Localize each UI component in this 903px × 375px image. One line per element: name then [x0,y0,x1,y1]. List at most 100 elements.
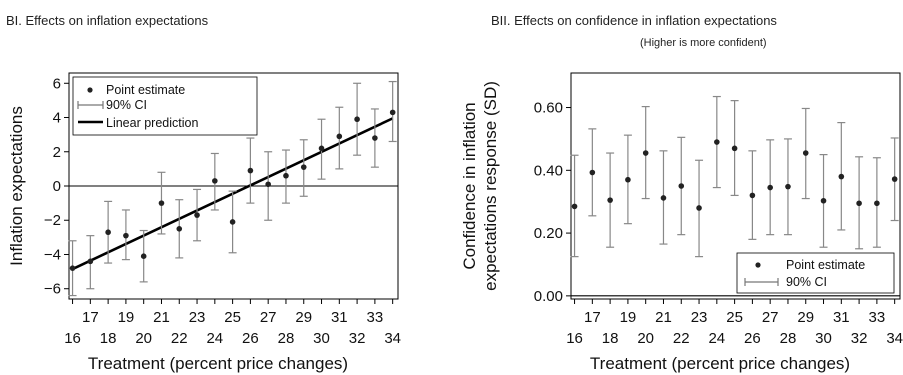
panel-b-xtick-label-top: 27 [762,309,779,326]
panel-b-xtick-label-top: 31 [833,309,850,326]
panel-confidence: BII. Effects on confidence in inflation … [460,13,903,373]
panel-b-point-estimate [838,173,845,180]
panel-a-point-estimate [265,181,271,188]
panel-a-ytick-label: 2 [53,144,61,161]
panel-b-point-estimate [856,200,862,207]
panel-a-legend-box [72,76,258,136]
legend-b-point-estimate-label: Point estimate [786,258,865,272]
panel-b-legend: Point estimate 90% CI [736,252,895,294]
panel-b-xtick-label-bottom: 30 [815,330,832,347]
panel-a-xtick-label-bottom: 18 [100,330,117,347]
panel-a-point-estimate [300,164,307,170]
panel-b-xtick-label-top: 25 [726,309,743,326]
panel-b-point-estimate [767,184,773,191]
panel-a-xtick-label-bottom: 24 [206,330,223,347]
panel-a-point-estimate [318,145,325,152]
panel-b-xtick-label-bottom: 18 [602,330,619,347]
panel-b-xlabel: Treatment (percent price changes) [590,354,850,373]
panel-b-ytick-label: 0.00 [534,288,563,305]
panel-b-title: BII. Effects on confidence in inflation … [491,13,777,28]
panel-b-point-estimate [714,139,720,145]
panel-a-xtick-label-bottom: 32 [349,330,366,347]
panel-a-point-estimate [372,135,378,141]
panel-a-xtick-label-top: 29 [295,309,312,326]
panel-a-point-estimate [247,167,254,174]
panel-b-point-estimate [607,197,613,203]
panel-b-xtick-label-bottom: 32 [851,330,868,347]
panel-a-ytick-label: 6 [53,75,61,92]
panel-b-marks [570,95,900,297]
panel-b-point-estimate [749,192,756,199]
panel-a-xtick-label-top: 31 [331,309,348,326]
panel-b-point-estimate [678,183,685,189]
panel-b-ytick-label: 0.20 [534,225,563,242]
legend-ci-label: 90% CI [106,98,147,112]
panel-b-point-estimate [696,205,702,211]
panel-b-point-estimate [625,176,631,183]
panel-a-xtick-label-top: 23 [189,309,206,326]
panel-a-point-estimate [140,253,147,259]
legend-b-ci-label: 90% CI [786,275,827,289]
panel-a-xtick-label-bottom: 16 [64,330,81,347]
panel-a-point-estimate [194,212,200,218]
panel-a-xtick-label-bottom: 26 [242,330,259,347]
panel-a-point-estimate [158,200,165,206]
panel-a-xtick-label-top: 19 [118,309,135,326]
panel-a-xtick-label-bottom: 22 [171,330,188,347]
panel-b-xtick-label-bottom: 28 [780,330,797,347]
panel-a-xtick-label-top: 27 [260,309,277,326]
panel-a-xtick-label-bottom: 30 [313,330,330,347]
panel-b-point-estimate [571,203,578,210]
panel-b-xtick-label-top: 19 [620,309,637,326]
panel-a-ytick-label: −2 [44,212,61,229]
panel-b-point-estimate [589,169,596,176]
legend-linear-prediction-label: Linear prediction [106,116,198,130]
panel-a-xtick-label-bottom: 28 [278,330,295,347]
panel-a-point-estimate [212,178,218,184]
legend-point-estimate-label: Point estimate [106,83,185,97]
panel-a-ytick-label: −4 [44,246,61,263]
panel-b-xtick-label-top: 21 [655,309,672,326]
panel-b-point-estimate [660,195,667,201]
panel-a-xtick-label-top: 25 [224,309,241,326]
panel-b-point-estimate [731,145,738,152]
panel-b-point-estimate [820,197,827,204]
panel-b-xtick-label-bottom: 16 [566,330,583,347]
panel-b-xtick-label-bottom: 20 [637,330,654,347]
panel-a-point-estimate [105,229,111,236]
panel-b-point-estimate [874,200,880,207]
legend-b-point-marker [755,262,761,268]
panel-b-axes: 0.60 0.40 0.20 0.00 17 19 21 23 25 27 29 31 33 16 18 20… [534,100,903,347]
panel-b-xtick-label-bottom: 34 [886,330,903,347]
panel-b-point-estimate [802,150,809,156]
panel-b-point-estimate [891,176,898,182]
panel-b-plot-frame [570,72,901,300]
panel-a-xlabel: Treatment (percent price changes) [88,354,348,373]
panel-a-point-estimate [354,116,360,123]
panel-a-xtick-label-bottom: 20 [135,330,152,347]
panel-a-xtick-label-top: 33 [367,309,384,326]
panel-a-point-estimate [87,258,94,265]
panel-b-subtitle: (Higher is more confident) [640,37,767,49]
panel-a-point-estimate [389,109,396,116]
panel-a-ylabel: Inflation expectations [7,106,26,266]
panel-b-ytick-label: 0.40 [534,162,563,179]
panel-a-point-estimate [336,133,343,140]
panel-a-point-estimate [69,265,76,271]
panel-b-xtick-label-top: 23 [691,309,708,326]
panel-a-point-estimate [176,226,183,232]
panel-a-title: BI. Effects on inflation expectations [6,13,209,28]
panel-b-xtick-label-bottom: 24 [708,330,725,347]
panel-a-xtick-label-top: 21 [153,309,170,326]
panel-b-xtick-label-top: 29 [797,309,814,326]
panel-b-xtick-label-top: 33 [869,309,886,326]
panel-b-ylabel-line2: expectations response (SD) [481,81,500,291]
panel-a-ytick-label: −6 [44,281,61,298]
panel-b-ytick-label: 0.60 [534,100,563,117]
panel-a-point-estimate [229,219,236,225]
panel-b-point-estimate [785,183,791,190]
panel-b-point-estimate [642,150,649,156]
panel-a-marks [68,80,398,297]
